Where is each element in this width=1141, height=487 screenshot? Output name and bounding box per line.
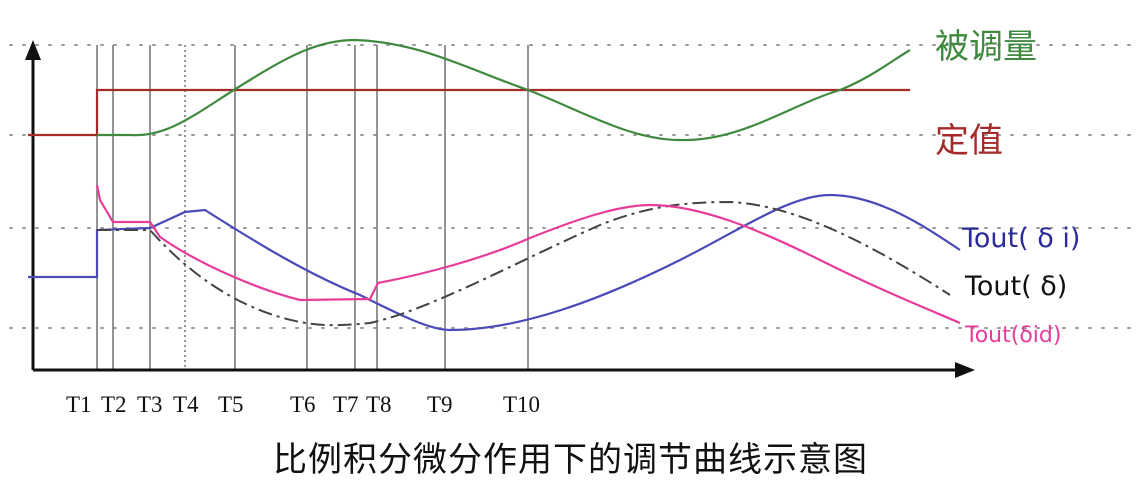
time-tick-labels: T1 T2 T3 T4 T5 T6 T7 T8 T9 T10 — [66, 392, 540, 417]
tick-label-t1: T1 — [66, 392, 92, 417]
tick-label-t10: T10 — [503, 392, 540, 417]
label-tout-p: Tout( δ) — [964, 271, 1067, 302]
y-axis-arrow-icon — [25, 40, 41, 60]
controlled-variable-curve — [97, 38, 911, 142]
tick-label-t6: T6 — [290, 392, 316, 417]
label-setpoint: 定值 — [935, 121, 1003, 161]
tick-label-t3: T3 — [137, 392, 163, 417]
tick-label-t5: T5 — [218, 392, 244, 417]
tick-label-t9: T9 — [427, 392, 453, 417]
label-tout-i: Tout( δ i) — [961, 223, 1080, 254]
dotted-gridlines — [9, 44, 1131, 329]
diagram-caption: 比例积分微分作用下的调节曲线示意图 — [273, 440, 868, 480]
time-lines — [96, 45, 529, 370]
label-controlled: 被调量 — [935, 27, 1037, 67]
axes — [31, 55, 955, 372]
tick-label-t8: T8 — [366, 392, 392, 417]
tout-p-curve — [97, 200, 951, 327]
x-axis-arrow-icon — [955, 362, 975, 378]
label-tout-pid: Tout(δid) — [964, 323, 1061, 348]
setpoint-curve — [28, 88, 910, 137]
tick-label-t2: T2 — [101, 392, 127, 417]
tick-label-t4: T4 — [173, 392, 199, 417]
tick-label-t7: T7 — [333, 392, 359, 417]
tout-i-curve — [28, 193, 961, 332]
tout-pid-curve — [95, 184, 961, 325]
